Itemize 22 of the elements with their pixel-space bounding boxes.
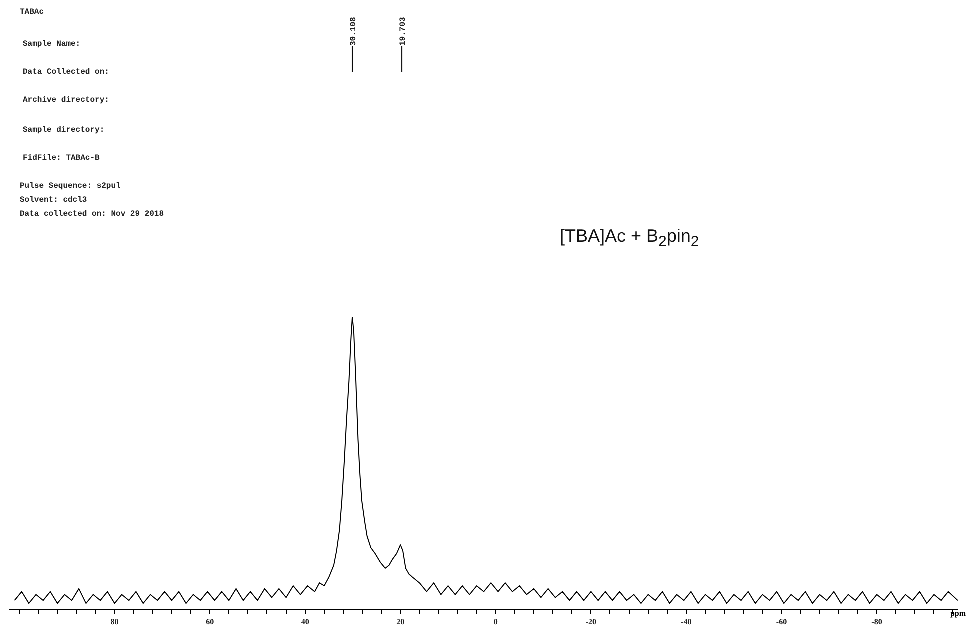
text: Sample Name: [23,40,81,49]
x-tick-label: -20 [586,617,597,626]
text: Solvent: cdcl3 [20,196,88,205]
text: Data collected on: Nov 29 2018 [20,210,164,219]
annotation: 19.703 [399,16,408,46]
chart-title: [TBA]Ac + B$_{2}$pin$_{2}$ [560,226,700,251]
x-tick-label: -40 [681,617,692,626]
x-axis-title: ppm [950,609,966,618]
annotation: 30.108 [349,16,358,46]
x-tick-label: 80 [110,617,119,626]
x-tick-label: 60 [206,617,214,626]
x-tick-label: 0 [494,617,498,626]
x-tick-label: -80 [872,617,882,626]
x-tick-label: 20 [396,617,405,626]
text: TABAc [20,8,44,17]
text: Pulse Sequence: s2pul [20,182,121,191]
text: Archive directory: [23,96,110,105]
text: Data Collected on: [23,68,110,77]
x-tick-label: 40 [301,617,310,626]
text: FidFile: TABAc-B [23,154,100,163]
x-tick-label: -60 [776,617,788,626]
text: Sample directory: [23,126,105,135]
